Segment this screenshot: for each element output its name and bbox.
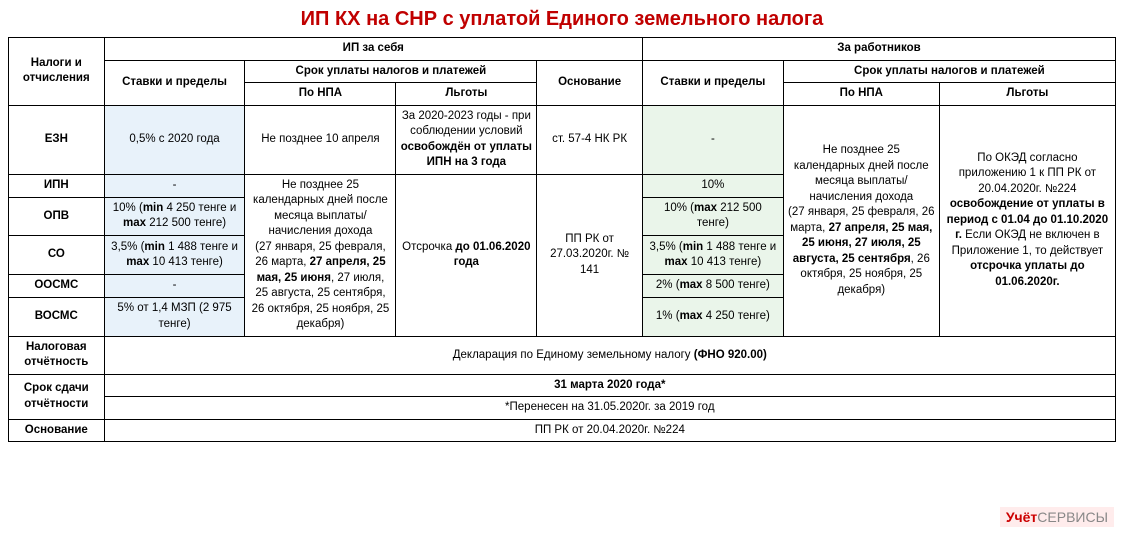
basis-value: ПП РК от 20.04.2020г. №224	[104, 419, 1115, 442]
tax-table: Налоги и отчисления ИП за себя За работн…	[8, 37, 1116, 442]
self-basis-block: ПП РК от 27.03.2020г. № 141	[537, 174, 643, 336]
worker-benefit-pre: По ОКЭД согласно приложению 1 к ПП РК от…	[959, 152, 1096, 195]
worker-benefit-mid: Если ОКЭД не включен в Приложение 1, то …	[952, 229, 1103, 257]
oosms-worker-rate: 2% (max 8 500 тенге)	[642, 275, 783, 298]
header-workers-group: За работников	[642, 38, 1115, 61]
opv-worker-rate: 10% (max 212 500 тенге)	[642, 197, 783, 236]
worker-benefit-bold2: отсрочка уплаты до 01.06.2020г.	[970, 260, 1084, 288]
vosms-worker-rate-b: max	[680, 310, 703, 322]
ezn-worker-rate: -	[642, 105, 783, 174]
so-worker-rate: 3,5% (min 1 488 тенге и max 10 413 тенге…	[642, 236, 783, 275]
ipn-self-rate: -	[104, 174, 245, 197]
opv-self-rate-b2: max	[123, 217, 146, 229]
opv-worker-rate-pre: 10% (	[664, 202, 694, 214]
header-worker-benefits: Льготы	[939, 83, 1115, 106]
so-worker-rate-b1: min	[683, 241, 703, 253]
vosms-self-rate: 5% от 1,4 МЗП (2 975 тенге)	[104, 297, 245, 336]
row-deadline-2: *Перенесен на 31.05.2020г. за 2019 год	[9, 397, 1116, 420]
ezn-label: ЕЗН	[9, 105, 105, 174]
opv-label: ОПВ	[9, 197, 105, 236]
opv-self-rate-pre: 10% (	[113, 202, 143, 214]
so-self-rate-post: 10 413 тенге)	[149, 256, 223, 268]
so-self-rate-b2: max	[126, 256, 149, 268]
vosms-label: ВОСМС	[9, 297, 105, 336]
deadline-value1: 31 марта 2020 года*	[104, 374, 1115, 397]
ezn-self-rate: 0,5% с 2020 года	[104, 105, 245, 174]
tax-report-value-pre: Декларация по Единому земельному налогу	[453, 349, 694, 361]
oosms-worker-rate-post: 8 500 тенге)	[703, 279, 770, 291]
ezn-self-benefit-pre: За 2020-2023 годы - при соблюдении услов…	[402, 110, 531, 138]
ipn-worker-rate: 10%	[642, 174, 783, 197]
opv-self-rate-m1: 4 250 тенге и	[163, 202, 236, 214]
vosms-worker-rate-post: 4 250 тенге)	[703, 310, 770, 322]
header-self-rates: Ставки и пределы	[104, 60, 245, 105]
oosms-self-rate: -	[104, 275, 245, 298]
deadline-value2: *Перенесен на 31.05.2020г. за 2019 год	[104, 397, 1115, 420]
self-benefit-bold: до 01.06.2020 года	[454, 241, 531, 269]
so-worker-rate-pre: 3,5% (	[650, 241, 683, 253]
page-title: ИП КХ на СНР с уплатой Единого земельног…	[8, 8, 1116, 31]
self-benefit-block: Отсрочка до 01.06.2020 года	[396, 174, 537, 336]
worker-npa-block: Не позднее 25 календарных дней после мес…	[783, 105, 939, 336]
vosms-worker-rate-pre: 1% (	[656, 310, 680, 322]
ezn-self-basis: ст. 57-4 НК РК	[537, 105, 643, 174]
tax-report-value-bold: (ФНО 920.00)	[694, 349, 767, 361]
header-self-basis: Основание	[537, 60, 643, 105]
ipn-label: ИПН	[9, 174, 105, 197]
self-benefit-pre: Отсрочка	[402, 241, 455, 253]
header-worker-deadline: Срок уплаты налогов и платежей	[783, 60, 1115, 83]
row-tax-report: Налоговая отчётность Декларация по Едино…	[9, 336, 1116, 374]
header-self-npa: По НПА	[245, 83, 396, 106]
watermark-part1: Учёт	[1006, 509, 1037, 525]
so-worker-rate-post: 10 413 тенге)	[688, 256, 762, 268]
opv-self-rate: 10% (min 4 250 тенге и max 212 500 тенге…	[104, 197, 245, 236]
so-worker-rate-m1: 1 488 тенге и	[703, 241, 776, 253]
vosms-worker-rate: 1% (max 4 250 тенге)	[642, 297, 783, 336]
so-label: СО	[9, 236, 105, 275]
oosms-label: ООСМС	[9, 275, 105, 298]
oosms-worker-rate-b: max	[680, 279, 703, 291]
deadline-label: Срок сдачи отчётности	[9, 374, 105, 419]
opv-self-rate-post: 212 500 тенге)	[146, 217, 226, 229]
oosms-worker-rate-pre: 2% (	[656, 279, 680, 291]
header-worker-npa: По НПА	[783, 83, 939, 106]
header-col1: Налоги и отчисления	[9, 38, 105, 106]
so-self-rate-pre: 3,5% (	[111, 241, 144, 253]
watermark-part2: СЕРВИСЫ	[1037, 509, 1108, 525]
opv-self-rate-b1: min	[143, 202, 163, 214]
tax-report-label: Налоговая отчётность	[9, 336, 105, 374]
row-deadline-1: Срок сдачи отчётности 31 марта 2020 года…	[9, 374, 1116, 397]
header-self-benefits: Льготы	[396, 83, 537, 106]
header-self-group: ИП за себя	[104, 38, 642, 61]
ezn-self-benefit: За 2020-2023 годы - при соблюдении услов…	[396, 105, 537, 174]
row-ezn: ЕЗН 0,5% с 2020 года Не позднее 10 апрел…	[9, 105, 1116, 174]
so-self-rate: 3,5% (min 1 488 тенге и max 10 413 тенге…	[104, 236, 245, 275]
ezn-self-benefit-bold: освобождён от уплаты ИПН на 3 года	[401, 141, 532, 169]
self-npa-block: Не позднее 25 календарных дней после мес…	[245, 174, 396, 336]
self-npa-pre: Не позднее 25 календарных дней после мес…	[253, 179, 388, 238]
tax-report-value: Декларация по Единому земельному налогу …	[104, 336, 1115, 374]
header-worker-rates: Ставки и пределы	[642, 60, 783, 105]
so-worker-rate-b2: max	[665, 256, 688, 268]
worker-npa-pre: Не позднее 25 календарных дней после мес…	[794, 144, 929, 203]
header-self-deadline: Срок уплаты налогов и платежей	[245, 60, 537, 83]
watermark: УчётСЕРВИСЫ	[1000, 507, 1114, 527]
row-basis: Основание ПП РК от 20.04.2020г. №224	[9, 419, 1116, 442]
so-self-rate-b1: min	[144, 241, 164, 253]
so-self-rate-m1: 1 488 тенге и	[165, 241, 238, 253]
basis-label: Основание	[9, 419, 105, 442]
ezn-self-npa: Не позднее 10 апреля	[245, 105, 396, 174]
opv-worker-rate-b: max	[694, 202, 717, 214]
worker-benefit-block: По ОКЭД согласно приложению 1 к ПП РК от…	[939, 105, 1115, 336]
